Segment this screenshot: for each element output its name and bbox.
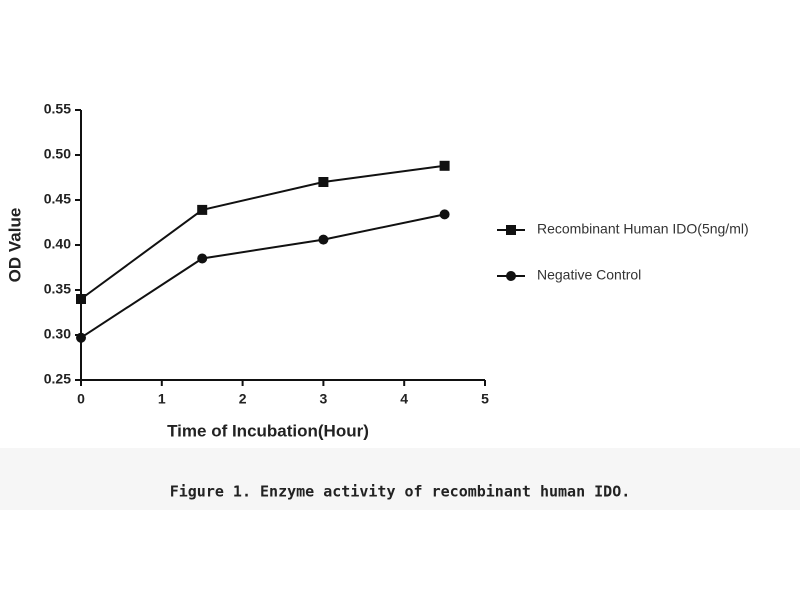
x-tick-label: 2 — [239, 391, 247, 407]
marker — [318, 177, 329, 187]
y-tick-label: 0.50 — [44, 146, 71, 162]
x-tick-label: 4 — [400, 391, 408, 407]
marker — [506, 225, 516, 235]
y-tick-label: 0.25 — [44, 371, 71, 387]
marker — [197, 204, 208, 215]
caption: Figure 1. Enzyme activity of recombinant… — [170, 483, 631, 501]
x-axis-title: Time of Incubation(Hour) — [167, 421, 369, 440]
caption-band — [0, 448, 800, 510]
y-tick-label: 0.55 — [44, 101, 71, 117]
x-tick-label: 0 — [77, 391, 85, 407]
marker — [506, 271, 516, 281]
x-tick-label: 5 — [481, 391, 489, 407]
y-tick-label: 0.30 — [44, 326, 71, 342]
series-line — [80, 164, 445, 300]
marker — [76, 294, 86, 304]
legend-label: Negative Control — [537, 267, 641, 283]
y-axis-title: OD Value — [5, 208, 24, 283]
y-tick-label: 0.40 — [44, 236, 71, 252]
y-tick-label: 0.45 — [44, 191, 71, 207]
marker — [76, 332, 86, 343]
y-tick-label: 0.35 — [44, 281, 71, 297]
legend-label: Recombinant Human IDO(5ng/ml) — [537, 221, 749, 237]
x-tick-label: 3 — [320, 391, 328, 407]
marker — [197, 253, 208, 264]
x-tick-label: 1 — [158, 391, 166, 407]
marker — [439, 160, 450, 171]
marker — [318, 234, 329, 245]
marker — [439, 209, 450, 220]
series-line — [80, 213, 445, 339]
